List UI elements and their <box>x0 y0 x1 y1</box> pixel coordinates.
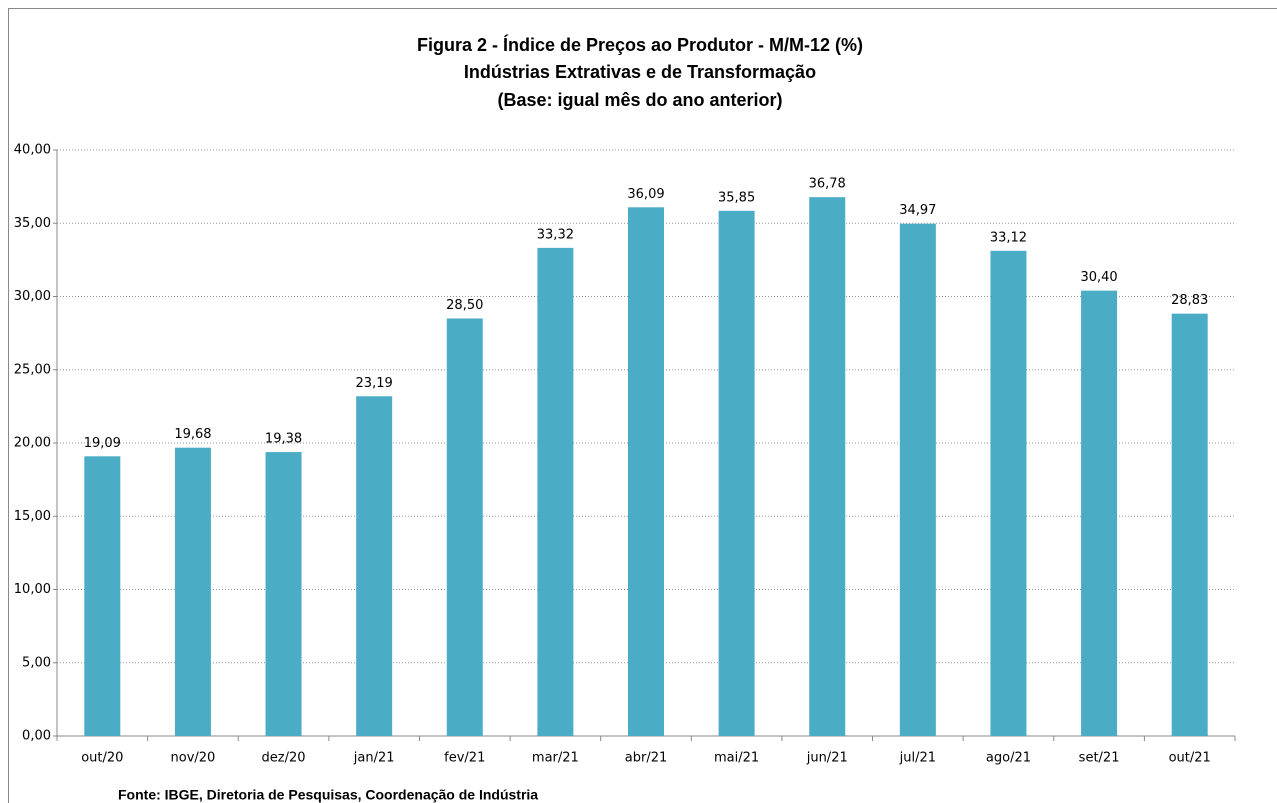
x-tick-label: fev/21 <box>444 751 485 766</box>
data-label: 35,85 <box>718 190 755 205</box>
bar <box>537 247 574 736</box>
data-label: 30,40 <box>1080 270 1117 285</box>
x-tick-label: ago/21 <box>986 751 1031 766</box>
x-tick-label: jul/21 <box>899 751 936 766</box>
x-tick-label: nov/20 <box>171 751 216 766</box>
x-tick-label: set/21 <box>1079 751 1120 766</box>
y-tick-label: 30,00 <box>14 289 51 304</box>
y-tick-label: 25,00 <box>14 362 51 377</box>
x-tick-label: jun/21 <box>806 751 848 766</box>
y-tick-label: 35,00 <box>14 216 51 231</box>
y-tick-label: 10,00 <box>14 582 51 597</box>
data-label: 36,09 <box>627 187 664 202</box>
x-tick-label: dez/20 <box>262 751 306 766</box>
chart-title: Indústrias Extrativas e de Transformação <box>464 62 816 82</box>
x-tick-label: abr/21 <box>625 751 668 766</box>
bar <box>84 456 121 736</box>
chart-title: Figura 2 - Índice de Preços ao Produtor … <box>417 34 863 55</box>
data-label: 28,83 <box>1171 293 1208 308</box>
y-tick-label: 5,00 <box>22 655 51 670</box>
bar <box>1171 313 1208 736</box>
data-label: 34,97 <box>899 203 936 218</box>
x-tick-label: mar/21 <box>532 751 579 766</box>
data-label: 28,50 <box>446 298 483 313</box>
bar <box>356 396 393 736</box>
x-tick-label: mai/21 <box>714 751 759 766</box>
bar <box>899 223 936 736</box>
bar <box>628 207 664 736</box>
data-label: 19,38 <box>265 432 302 447</box>
chart-frame <box>8 8 1277 803</box>
bar <box>990 250 1027 737</box>
bar <box>1081 290 1118 736</box>
x-tick-label: out/21 <box>1169 751 1211 766</box>
data-label: 36,78 <box>809 177 846 192</box>
bar <box>265 452 302 736</box>
data-label: 33,32 <box>537 227 574 242</box>
data-label: 19,68 <box>174 427 211 442</box>
y-tick-label: 40,00 <box>14 143 51 158</box>
y-tick-label: 0,00 <box>22 729 51 744</box>
chart-title: (Base: igual mês do ano anterior) <box>497 90 782 110</box>
data-label: 23,19 <box>356 376 393 391</box>
data-label: 19,09 <box>84 436 121 451</box>
data-label: 33,12 <box>990 230 1027 245</box>
x-tick-label: jan/21 <box>353 751 395 766</box>
source-note: Fonte: IBGE, Diretoria de Pesquisas, Coo… <box>118 787 538 803</box>
y-tick-label: 15,00 <box>14 509 51 524</box>
bar <box>718 210 755 737</box>
y-tick-label: 20,00 <box>14 436 51 451</box>
bar <box>809 197 846 737</box>
bar <box>446 318 483 736</box>
x-tick-label: out/20 <box>81 751 123 766</box>
bar <box>174 447 211 736</box>
